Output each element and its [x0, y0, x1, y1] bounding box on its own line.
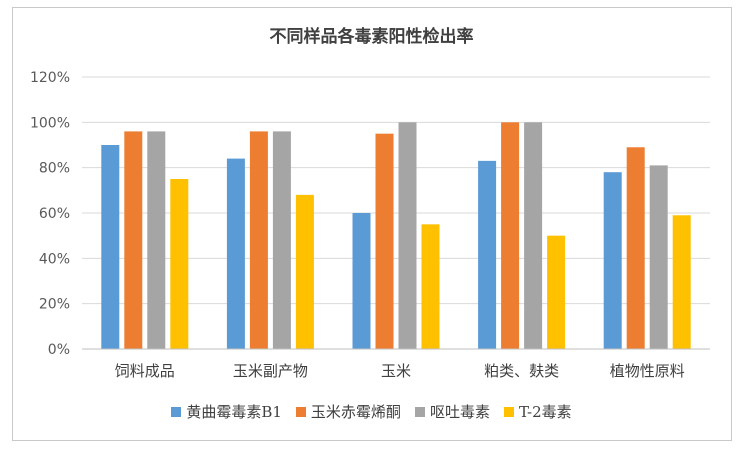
legend-swatch — [503, 406, 514, 417]
bar — [249, 131, 268, 349]
x-category-label: 玉米 — [381, 362, 411, 380]
bar — [649, 165, 668, 349]
bar — [547, 235, 566, 349]
legend-label: 玉米赤霉烯酮 — [310, 403, 401, 421]
bar — [524, 122, 543, 349]
bar — [626, 147, 645, 349]
legend-swatch — [295, 406, 306, 417]
legend-item: 黄曲霉毒素B1 — [171, 401, 282, 422]
y-tick-label: 80% — [39, 161, 70, 177]
legend-label: T-2毒素 — [518, 403, 572, 421]
chart-title: 不同样品各毒素阳性检出率 — [269, 27, 474, 47]
legend-swatch — [171, 406, 182, 417]
y-axis-ticks: 0% 20% 40% 60% 80% 100% 120% — [30, 70, 70, 358]
bar — [478, 160, 497, 349]
x-category-label: 饲料成品 — [115, 362, 175, 380]
y-tick-label: 0% — [48, 342, 70, 358]
legend-item: T-2毒素 — [503, 401, 572, 422]
bar — [672, 215, 691, 349]
bar — [124, 131, 143, 349]
legend-label: 呕吐毒素 — [429, 403, 490, 421]
x-category-label: 粕类、麸类 — [484, 362, 559, 380]
bar — [501, 122, 520, 349]
legend-label: 黄曲霉毒素B1 — [186, 403, 282, 421]
x-category-label: 玉米副产物 — [233, 362, 308, 380]
bar — [603, 172, 622, 349]
bar — [147, 131, 166, 349]
bar — [398, 122, 417, 349]
bar — [170, 179, 189, 349]
legend: 黄曲霉毒素B1 玉米赤霉烯酮 呕吐毒素 T-2毒素 — [0, 401, 743, 422]
bar — [226, 158, 245, 349]
y-tick-label: 60% — [39, 206, 70, 222]
x-axis-categories: 饲料成品 玉米副产物 玉米 粕类、麸类 植物性原料 — [115, 362, 685, 380]
bar — [352, 213, 371, 349]
legend-item: 玉米赤霉烯酮 — [295, 401, 401, 422]
bar — [295, 194, 314, 349]
bar — [375, 133, 394, 349]
bar — [421, 224, 440, 349]
bar — [101, 145, 120, 349]
y-tick-label: 40% — [39, 251, 70, 267]
bars — [101, 122, 691, 349]
legend-swatch — [414, 406, 425, 417]
y-tick-label: 120% — [30, 70, 70, 86]
bar — [272, 131, 291, 349]
legend-item: 呕吐毒素 — [414, 401, 490, 422]
y-tick-label: 100% — [30, 115, 70, 131]
y-tick-label: 20% — [39, 297, 70, 313]
x-category-label: 植物性原料 — [610, 362, 685, 380]
